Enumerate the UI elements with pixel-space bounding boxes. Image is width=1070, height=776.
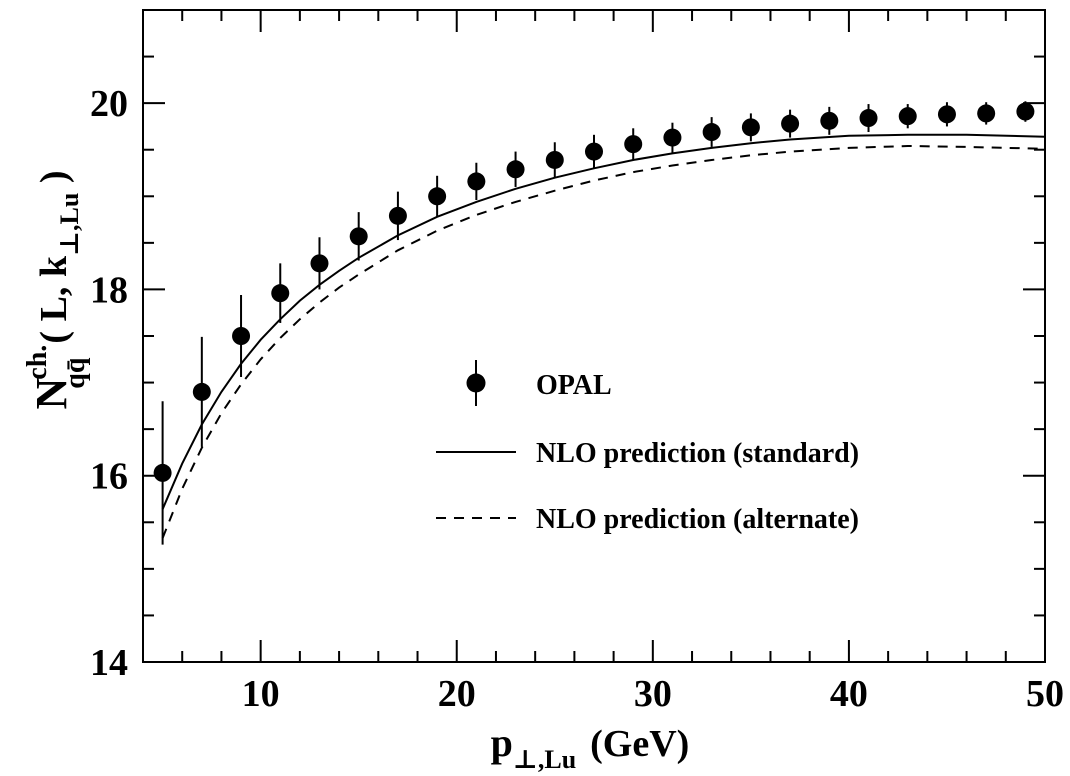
opal-point	[192, 382, 211, 401]
x-tick-label: 20	[438, 673, 476, 715]
line-alternate	[161, 144, 1046, 539]
legend-label-alternate: NLO prediction (alternate)	[536, 504, 859, 535]
y-title-sub: qq̄	[60, 357, 91, 389]
legend-label-standard: NLO prediction (standard)	[536, 438, 859, 469]
opal-point	[859, 109, 878, 128]
x-axis-title: p⊥,Lu (GeV)	[491, 720, 690, 774]
y-tick-label: 14	[90, 642, 128, 684]
legend-entry-standard: NLO prediction (standard)	[436, 438, 859, 469]
opal-point	[820, 111, 839, 130]
opal-point	[898, 107, 917, 126]
x-tick-label: 30	[634, 673, 672, 715]
opal-point	[153, 463, 172, 482]
opal-point	[937, 105, 956, 124]
opal-point	[428, 187, 447, 206]
legend: OPAL NLO prediction (standard) NLO predi…	[436, 360, 859, 535]
legend-label-opal: OPAL	[536, 370, 612, 401]
x-tick-label: 40	[830, 673, 868, 715]
y-title-main: N	[27, 378, 76, 410]
y-tick-label: 18	[90, 269, 128, 311]
y-title-sup: ch.	[22, 345, 53, 380]
x-tick-label: 10	[242, 673, 280, 715]
y-title-args-close: )	[33, 171, 75, 193]
opal-point	[1016, 102, 1035, 121]
line-standard	[161, 133, 1046, 510]
opal-point	[467, 172, 486, 191]
x-tick-label: 50	[1026, 673, 1064, 715]
opal-point	[271, 284, 290, 303]
opal-point	[388, 206, 407, 225]
x-title-unit: (GeV)	[590, 723, 689, 765]
opal-point	[545, 150, 564, 169]
opal-point	[663, 128, 682, 147]
legend-entry-alternate: NLO prediction (alternate)	[436, 504, 859, 535]
opal-point	[349, 227, 368, 246]
plot-area: 10 20 30 40 50 14 16 18 20	[90, 9, 1064, 715]
opal-point	[781, 114, 800, 133]
y-tick-label: 20	[90, 83, 128, 125]
opal-point	[310, 254, 329, 273]
x-title-main: p	[491, 720, 513, 765]
opal-point	[741, 118, 760, 137]
opal-point	[977, 104, 996, 123]
opal-point	[702, 123, 721, 142]
opal-point	[506, 160, 525, 179]
y-tick-label: 16	[90, 456, 128, 498]
legend-entry-opal: OPAL	[466, 360, 612, 406]
y-title-args: ( L, k	[33, 255, 75, 344]
opal-point	[232, 327, 251, 345]
opal-point	[624, 135, 643, 154]
y-title-args-sub: ⊥,Lu	[55, 193, 84, 256]
x-title-sub: ⊥,Lu	[513, 745, 576, 774]
y-axis-title: Nch. qq̄ ( L, k⊥,Lu )	[22, 171, 91, 410]
opal-point	[585, 142, 603, 161]
